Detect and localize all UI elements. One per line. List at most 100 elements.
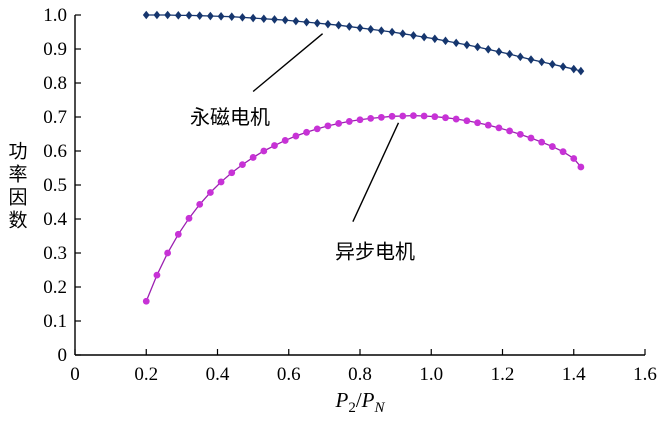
diamond-marker xyxy=(249,13,257,23)
circle-marker xyxy=(516,130,524,138)
y-tick-label: 0.9 xyxy=(43,39,67,60)
diamond-marker xyxy=(174,11,182,20)
diamond-marker xyxy=(335,20,343,30)
diamond-marker xyxy=(559,62,567,71)
diamond-marker xyxy=(538,57,546,67)
y-axis-label-char: 功 xyxy=(8,141,27,163)
y-tick-label: 0.3 xyxy=(43,243,67,264)
diamond-marker xyxy=(410,31,417,40)
x-tick-label: 0.6 xyxy=(277,364,301,385)
circle-marker xyxy=(324,122,332,130)
circle-marker xyxy=(153,271,161,279)
circle-marker xyxy=(313,125,321,133)
y-axis-label-char: 数 xyxy=(8,210,27,232)
circle-marker xyxy=(463,117,471,125)
diamond-marker xyxy=(474,42,481,52)
circle-marker xyxy=(559,148,567,156)
diamond-marker xyxy=(313,18,321,28)
x-tick-label: 1.6 xyxy=(633,364,657,385)
circle-marker xyxy=(410,112,417,120)
circle-marker xyxy=(185,214,193,222)
diamond-marker xyxy=(164,10,172,20)
annotation-asynchronous: 异步电机 xyxy=(335,122,415,263)
circle-marker xyxy=(420,112,428,120)
circle-marker xyxy=(431,113,439,121)
circle-marker xyxy=(303,128,310,136)
series-line xyxy=(145,114,582,302)
diamond-marker xyxy=(228,12,236,21)
diamond-marker xyxy=(185,11,193,20)
diamond-marker xyxy=(292,16,300,26)
diamond-marker xyxy=(356,23,364,33)
circle-marker xyxy=(538,138,546,146)
circle-marker xyxy=(377,113,385,121)
diamond-marker xyxy=(377,26,385,35)
circle-marker xyxy=(228,169,236,177)
circle-marker xyxy=(174,230,182,238)
x-tick-label: 0.4 xyxy=(206,364,230,385)
diamond-marker xyxy=(431,34,439,44)
x-tick-label: 1.0 xyxy=(419,364,443,385)
annotation-permanent-magnet: 永磁电机 xyxy=(190,33,324,129)
diamond-marker xyxy=(484,45,492,54)
circle-marker xyxy=(356,116,364,124)
diamond-marker xyxy=(399,29,407,38)
x-tick-label: 0.2 xyxy=(134,364,158,385)
circle-marker xyxy=(292,132,300,140)
diamond-marker xyxy=(548,60,556,69)
diamond-marker xyxy=(463,40,471,50)
y-tick-label: 0.4 xyxy=(43,209,67,230)
y-tick-label: 0.5 xyxy=(43,175,67,196)
y-tick-label: 0.8 xyxy=(43,73,67,94)
x-tick-label: 1.2 xyxy=(491,364,515,385)
circle-marker xyxy=(388,112,396,120)
diamond-marker xyxy=(442,36,449,46)
x-tick-label: 0.8 xyxy=(348,364,372,385)
diamond-marker xyxy=(196,11,204,20)
axes: 0 0.2 0.4 0.6 0.8 1.0 1.2 1.4 1.6 0 0.1 0.2 0.3 0.4 0.… xyxy=(43,5,657,385)
y-tick-label: 0.7 xyxy=(43,107,67,128)
circle-marker xyxy=(399,112,407,120)
diamond-marker xyxy=(153,10,161,20)
diamond-marker xyxy=(206,11,214,21)
y-tick-label: 0 xyxy=(58,345,68,366)
diamond-marker xyxy=(570,64,578,74)
y-axis-label-char: 因 xyxy=(8,188,27,209)
circle-marker xyxy=(452,115,460,123)
circle-marker xyxy=(367,114,375,122)
circle-marker xyxy=(506,127,514,135)
x-axis-label: P2/PN xyxy=(334,388,385,416)
circle-marker xyxy=(345,118,353,125)
diamond-marker xyxy=(388,27,396,37)
circle-marker xyxy=(249,154,257,161)
y-tick-label: 0.1 xyxy=(43,311,67,332)
circle-marker xyxy=(260,147,268,155)
diamond-marker xyxy=(367,24,375,34)
diamond-marker xyxy=(495,47,503,57)
circle-marker xyxy=(217,178,225,186)
y-tick-label: 0.2 xyxy=(43,277,67,298)
circle-marker xyxy=(281,137,289,144)
diamond-marker xyxy=(260,14,268,24)
diamond-marker xyxy=(324,19,332,29)
series-asynchronous xyxy=(142,112,585,305)
circle-marker xyxy=(335,120,343,127)
circle-marker xyxy=(527,134,535,142)
circle-marker xyxy=(442,114,449,122)
diamond-marker xyxy=(516,52,524,62)
diamond-marker xyxy=(345,22,353,31)
x-tick-label: 0 xyxy=(70,364,80,385)
circle-marker xyxy=(577,163,585,171)
circle-marker xyxy=(484,121,492,129)
diamond-marker xyxy=(142,10,150,20)
circle-marker xyxy=(142,297,150,305)
diamond-marker xyxy=(303,17,310,27)
annotation-text: 异步电机 xyxy=(335,240,415,263)
series-permanent-magnet xyxy=(142,10,585,76)
circle-marker xyxy=(474,119,481,127)
diamond-marker xyxy=(577,66,585,76)
diamond-marker xyxy=(217,12,225,21)
diamond-marker xyxy=(506,49,514,59)
diamond-marker xyxy=(527,55,535,64)
